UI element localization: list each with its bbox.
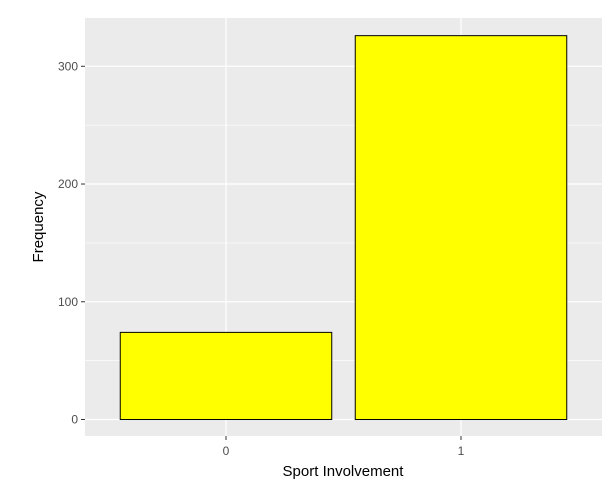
y-axis: 0 100 200 300 (58, 59, 85, 427)
y-tick-label: 100 (58, 295, 78, 309)
x-tick-label: 1 (458, 444, 465, 458)
y-tick-label: 200 (58, 177, 78, 191)
bars (119, 35, 568, 421)
x-tick-label: 0 (223, 444, 230, 458)
bar-0 (119, 331, 333, 421)
y-tick-label: 0 (71, 413, 78, 427)
x-axis-title: Sport Involvement (283, 463, 405, 480)
y-axis-title: Frequency (30, 191, 47, 262)
bar-1 (354, 35, 568, 421)
y-tick-label: 300 (58, 59, 78, 73)
